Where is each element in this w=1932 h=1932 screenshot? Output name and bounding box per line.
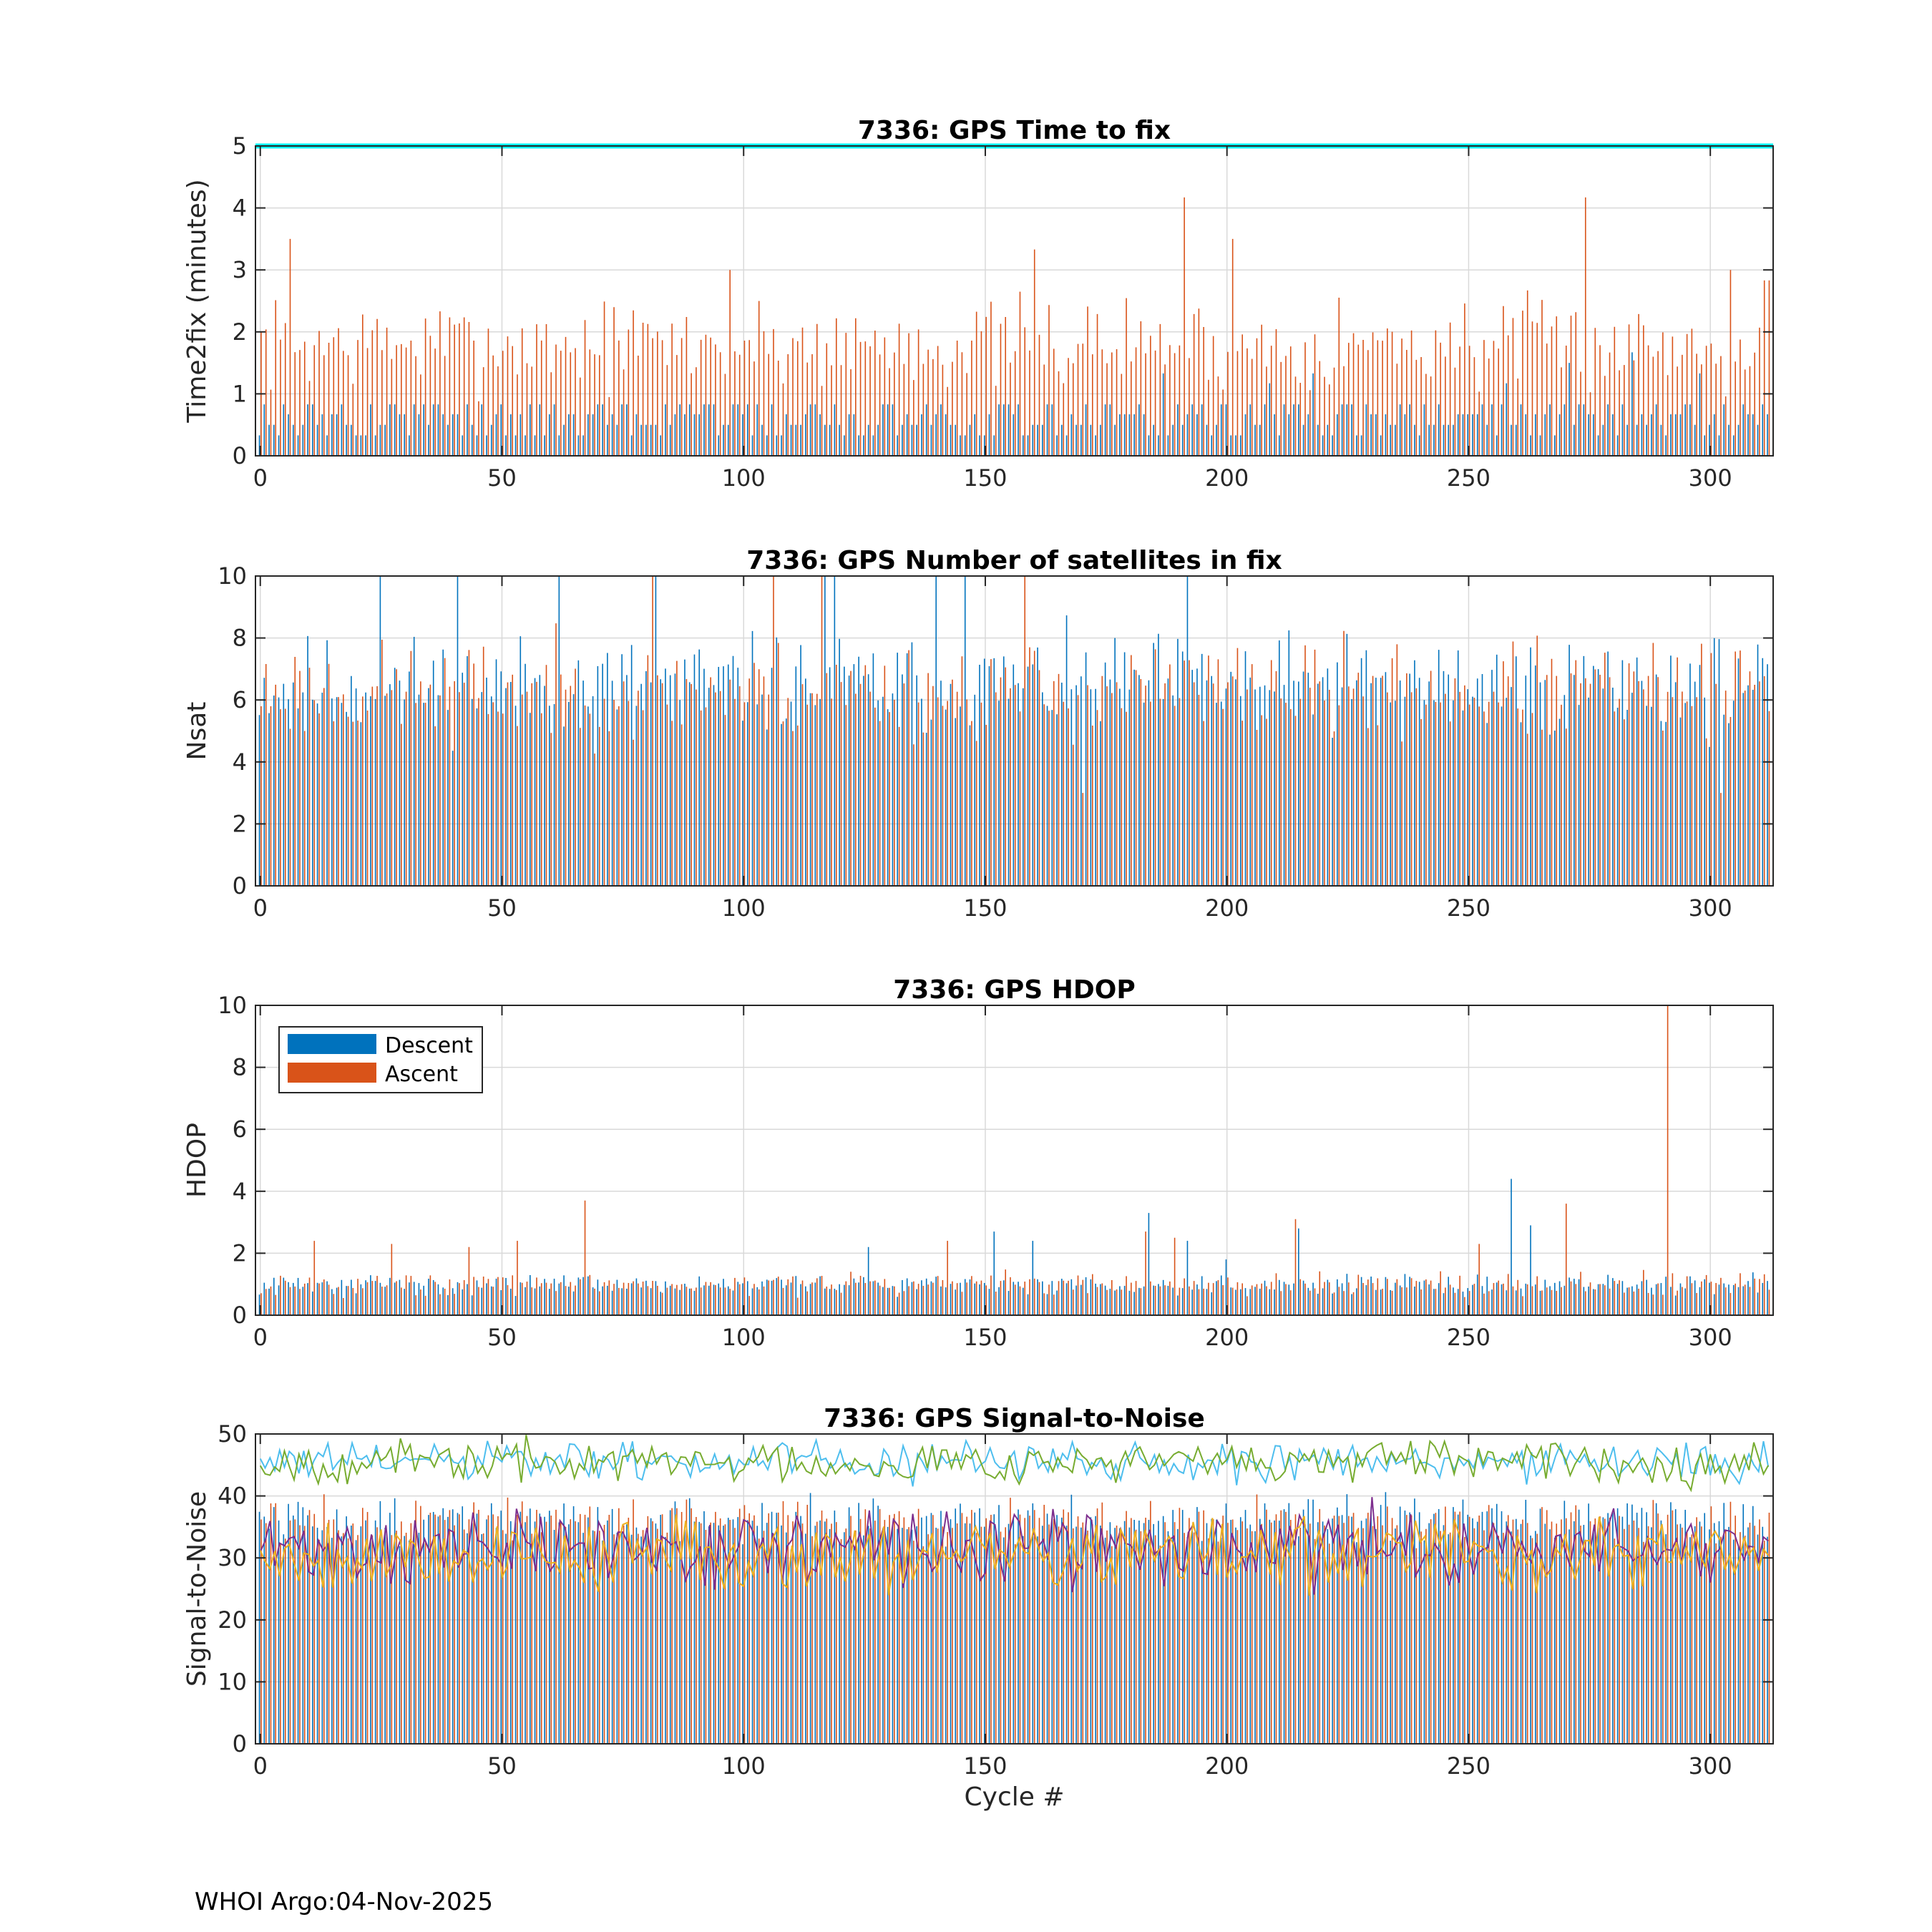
tick-label-y: 6: [233, 1116, 247, 1143]
tick-label-y: 4: [233, 1178, 247, 1205]
legend-label-descent: Descent: [385, 1033, 473, 1058]
bar-series-descent: [258, 1492, 1768, 1744]
tick-label-y: 40: [218, 1483, 247, 1510]
axis-label-y: HDOP: [182, 1123, 212, 1198]
chart-title: 7336: GPS Number of satellites in fix: [746, 546, 1282, 575]
tick-label-y: 8: [233, 1054, 247, 1081]
tick-label-x: 300: [1689, 894, 1732, 922]
snr-line-3: [259, 1514, 1769, 1596]
tick-label-y: 0: [233, 1302, 247, 1329]
axes-box: [255, 575, 1774, 887]
tick-label-x: 150: [963, 464, 1007, 492]
tick-label-y: 10: [218, 1668, 247, 1695]
snr-line-0: [259, 1438, 1770, 1487]
tick-label-x: 50: [487, 464, 517, 492]
bar-series-ascent: [260, 1494, 1770, 1744]
axis-label-y: Nsat: [182, 702, 212, 761]
chart-title: 7336: GPS HDOP: [893, 975, 1136, 1005]
tick-label-y: 2: [233, 1239, 247, 1267]
tick-label-y: 2: [233, 318, 247, 346]
bar-series-descent: [258, 576, 1768, 886]
tick-label-x: 0: [253, 894, 268, 922]
bar-series-ascent: [260, 1005, 1770, 1315]
tick-label-x: 250: [1447, 894, 1491, 922]
tick-label-x: 200: [1205, 1752, 1249, 1780]
tick-label-y: 0: [233, 442, 247, 469]
tick-label-x: 300: [1689, 464, 1732, 492]
tick-label-x: 200: [1205, 464, 1249, 492]
legend: Descent Ascent: [278, 1026, 483, 1093]
snr-line-2: [259, 1497, 1769, 1595]
tick-label-y: 20: [218, 1606, 247, 1634]
tick-label-x: 200: [1205, 1324, 1249, 1351]
tick-label-y: 8: [233, 625, 247, 652]
tick-label-x: 150: [963, 1324, 1007, 1351]
tick-label-x: 250: [1447, 1324, 1491, 1351]
axis-label-x: Cycle #: [965, 1782, 1065, 1812]
axes-box: [255, 145, 1774, 457]
tick-label-x: 100: [722, 464, 766, 492]
axes-box: [255, 1005, 1774, 1316]
tick-label-y: 10: [218, 562, 247, 590]
tick-label-x: 0: [253, 1752, 268, 1780]
tick-label-x: 200: [1205, 894, 1249, 922]
bar-series-ascent: [260, 197, 1770, 456]
tick-label-x: 100: [722, 1324, 766, 1351]
tick-label-y: 5: [233, 132, 247, 160]
chart-title: 7336: GPS Time to fix: [858, 116, 1171, 145]
legend-swatch-ascent: [288, 1063, 376, 1083]
tick-label-x: 300: [1689, 1752, 1732, 1780]
tick-label-y: 10: [218, 992, 247, 1019]
axis-label-y: Signal-to-Noise: [182, 1491, 212, 1687]
tick-label-x: 50: [487, 894, 517, 922]
footer-timestamp: WHOI Argo:04-Nov-2025: [195, 1888, 494, 1916]
axes-box: [255, 1433, 1774, 1745]
tick-label-y: 2: [233, 810, 247, 837]
tick-label-y: 6: [233, 686, 247, 713]
tick-label-x: 150: [963, 1752, 1007, 1780]
axis-label-y: Time2fix (minutes): [182, 179, 212, 423]
tick-label-x: 250: [1447, 464, 1491, 492]
tick-label-y: 30: [218, 1544, 247, 1571]
bar-series-ascent: [260, 576, 1770, 886]
tick-label-x: 100: [722, 894, 766, 922]
tick-label-y: 3: [233, 256, 247, 283]
tick-label-x: 0: [253, 1324, 268, 1351]
tick-label-x: 0: [253, 464, 268, 492]
chart-snr: 0 10 20 30 40 50 0 50 100 150 200 250 300 7336: GPS S…: [182, 1404, 1774, 1812]
legend-label-ascent: Ascent: [385, 1062, 458, 1087]
bar-series-descent: [258, 1179, 1768, 1315]
tick-label-x: 50: [487, 1324, 517, 1351]
tick-label-y: 4: [233, 195, 247, 222]
tick-label-x: 250: [1447, 1752, 1491, 1780]
tick-label-y: 0: [233, 1730, 247, 1757]
tick-label-x: 150: [963, 894, 1007, 922]
tick-label-y: 4: [233, 748, 247, 776]
tick-label-x: 50: [487, 1752, 517, 1780]
snr-line-1: [259, 1435, 1770, 1493]
tick-label-x: 300: [1689, 1324, 1732, 1351]
legend-swatch-descent: [288, 1034, 376, 1054]
bar-series-descent: [258, 352, 1768, 456]
tick-label-x: 100: [722, 1752, 766, 1780]
tick-label-y: 1: [233, 380, 247, 407]
tick-label-y: 0: [233, 872, 247, 899]
tick-label-y: 50: [218, 1420, 247, 1448]
chart-title: 7336: GPS Signal-to-Noise: [824, 1404, 1205, 1433]
